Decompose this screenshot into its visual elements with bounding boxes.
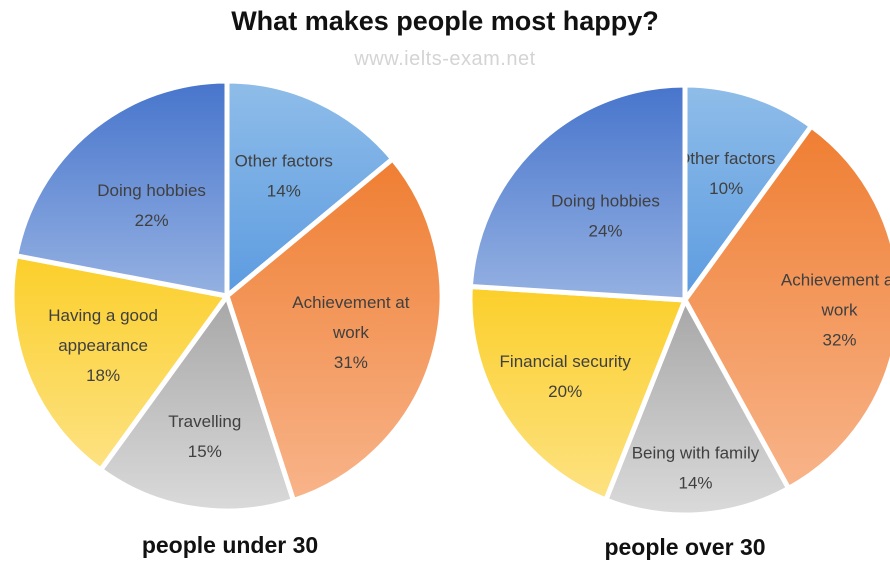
pie-slice	[603, 297, 792, 518]
slice-name-label: Being with family	[632, 443, 760, 462]
pie-slice	[98, 293, 296, 514]
pie-chart-over-30: Other factors 10% Achievement at work 32% Bei…	[467, 82, 890, 560]
slice-value-label: 24%	[588, 221, 622, 240]
pie-slice	[224, 156, 445, 503]
slice-label: Doing hobbies 22%	[97, 181, 206, 230]
slice-label: Having a good appearance 18%	[48, 306, 158, 385]
slice-value-label: 31%	[334, 353, 368, 372]
slice-value-label: 14%	[678, 473, 712, 492]
chart-caption: people under 30	[142, 532, 318, 558]
slice-name-label: appearance	[58, 336, 148, 355]
pie-slice	[467, 82, 688, 303]
slice-value-label: 18%	[86, 366, 120, 385]
slice-value-label: 20%	[548, 382, 582, 401]
slice-value-label: 15%	[188, 442, 222, 461]
slice-value-label: 22%	[135, 211, 169, 230]
pie-slice	[13, 78, 230, 299]
slice-name-label: work	[821, 301, 858, 320]
slice-name-label: Doing hobbies	[97, 181, 206, 200]
pie-slice	[9, 253, 230, 473]
slice-label: Financial security 20%	[500, 352, 632, 401]
slice-name-label: Financial security	[500, 352, 632, 371]
slice-label: Achievement at work 31%	[292, 293, 409, 372]
slice-label: Being with family 14%	[632, 443, 760, 492]
slice-label: Other factors 10%	[677, 149, 775, 198]
slice-name-label: Doing hobbies	[551, 191, 660, 210]
slice-label: Travelling 15%	[168, 412, 241, 461]
slice-name-label: Having a good	[48, 306, 158, 325]
slice-value-label: 10%	[709, 179, 743, 198]
watermark: www.ielts-exam.net	[354, 48, 536, 70]
slice-value-label: 14%	[267, 181, 301, 200]
chart-caption: people over 30	[604, 534, 765, 560]
slice-label: Achievement at work 32%	[781, 271, 890, 350]
chart-title: What makes people most happy?	[231, 6, 659, 36]
slice-name-label: Achievement at	[781, 271, 890, 290]
slice-name-label: Other factors	[677, 149, 775, 168]
slice-name-label: Achievement at	[292, 293, 409, 312]
slice-name-label: Travelling	[168, 412, 241, 431]
slice-label: Doing hobbies 24%	[551, 191, 660, 240]
slice-name-label: Other factors	[235, 151, 333, 170]
pie-slice	[224, 78, 396, 299]
pie-chart-under-30: Other factors 14% Achievement at work 31% Tra…	[9, 78, 445, 558]
slice-name-label: work	[332, 323, 369, 342]
pie-slice	[467, 284, 688, 503]
pie-slice	[682, 123, 890, 491]
pie-slice	[682, 82, 814, 303]
slice-value-label: 32%	[822, 331, 856, 350]
slice-label: Other factors 14%	[235, 151, 333, 200]
